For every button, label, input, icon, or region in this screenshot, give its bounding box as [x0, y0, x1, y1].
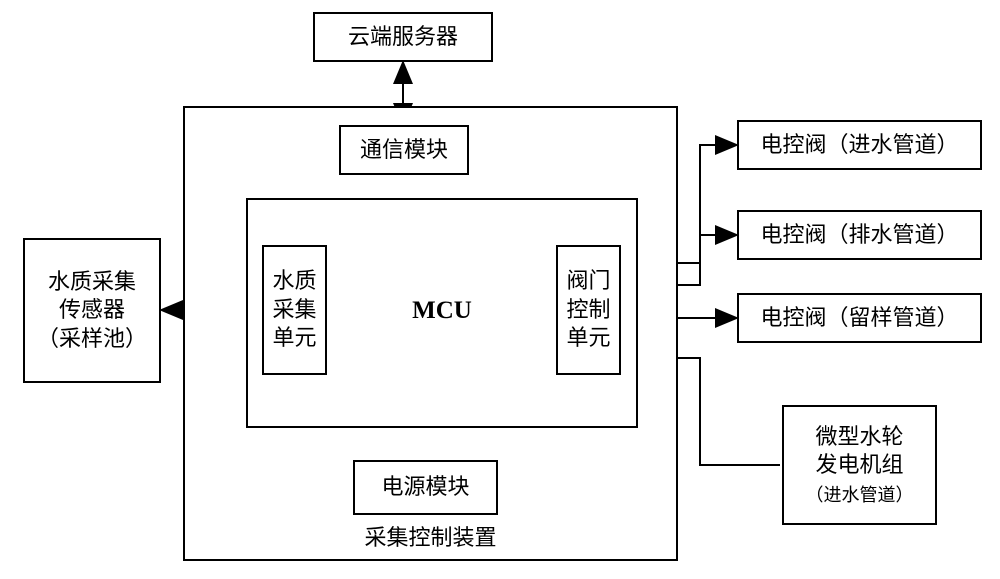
node-valve-drain: 电控阀（排水管道）: [737, 210, 982, 260]
valve-drain-label: 电控阀（排水管道）: [760, 221, 958, 250]
valve-inlet-label: 电控阀（进水管道）: [760, 131, 958, 160]
comm-module-label: 通信模块: [360, 136, 448, 165]
node-water-quality-unit: 水质 采集 单元: [262, 245, 327, 375]
container-title-label: 采集控制装置: [185, 524, 676, 553]
node-valve-inlet: 电控阀（进水管道）: [737, 120, 982, 170]
micro-gen-sub-label: （进水管道）: [806, 484, 914, 507]
valve-sample-label: 电控阀（留样管道）: [760, 304, 958, 333]
node-sensor: 水质采集 传感器 （采样池）: [23, 238, 161, 383]
valve-unit-label: 阀门 控制 单元: [566, 267, 610, 353]
node-micro-generator: 微型水轮 发电机组 （进水管道）: [782, 405, 937, 525]
node-cloud-server: 云端服务器: [313, 12, 493, 62]
node-valve-control-unit: 阀门 控制 单元: [556, 245, 621, 375]
micro-gen-label: 微型水轮 发电机组: [815, 423, 903, 480]
diagram-canvas: 云端服务器 采集控制装置 通信模块 MCU 水质 采集 单元 阀门 控制 单元 …: [0, 0, 1000, 579]
node-comm-module: 通信模块: [339, 125, 469, 175]
node-power-module: 电源模块: [353, 460, 498, 515]
node-valve-sample: 电控阀（留样管道）: [737, 293, 982, 343]
power-module-label: 电源模块: [381, 473, 469, 502]
wq-unit-label: 水质 采集 单元: [272, 267, 316, 353]
sensor-label: 水质采集 传感器 （采样池）: [37, 268, 147, 354]
cloud-server-label: 云端服务器: [348, 23, 458, 52]
